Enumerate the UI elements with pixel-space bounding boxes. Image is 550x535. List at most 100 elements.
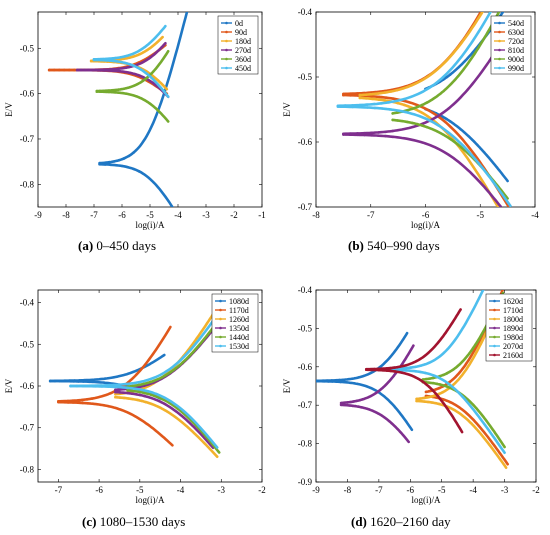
data-point — [414, 365, 417, 369]
data-point — [116, 91, 120, 94]
data-point — [391, 112, 394, 115]
data-point — [73, 68, 76, 72]
legend-marker — [498, 57, 501, 61]
caption-a: (a) 0–450 days — [78, 238, 157, 253]
data-point — [339, 380, 342, 384]
data-point — [377, 131, 380, 134]
data-point — [343, 380, 347, 384]
series-990d — [336, 12, 512, 207]
y-tick-label: -0.5 — [298, 323, 313, 333]
legend-box — [490, 15, 532, 75]
series-720d — [358, 12, 500, 207]
data-point — [127, 397, 130, 400]
data-point — [370, 131, 373, 135]
data-point — [57, 400, 60, 404]
data-point — [358, 96, 362, 100]
data-point — [356, 94, 359, 97]
x-tick-label: -6 — [118, 210, 126, 220]
data-point — [438, 386, 441, 390]
data-point — [391, 135, 394, 139]
x-tick-label: -4 — [174, 210, 182, 220]
data-point — [339, 403, 343, 407]
legend-marker — [493, 308, 496, 312]
data-point — [419, 364, 422, 368]
legend-label: 1170d — [229, 306, 249, 315]
data-point — [115, 163, 118, 167]
data-point — [76, 401, 80, 405]
data-point — [418, 397, 422, 400]
data-point — [370, 94, 374, 98]
legend-box — [217, 15, 259, 75]
legend-label: 540d — [508, 19, 524, 28]
data-point — [117, 158, 121, 162]
data-point — [61, 400, 65, 404]
x-tick-label: -5 — [136, 485, 144, 495]
legend-label: 2160d — [503, 351, 523, 360]
data-point — [391, 118, 394, 122]
data-point — [99, 69, 102, 72]
data-point — [428, 377, 432, 380]
data-point — [81, 380, 85, 383]
legend-marker — [225, 21, 228, 25]
data-point — [57, 68, 61, 72]
data-point — [130, 384, 133, 388]
chart-panel-2: -8 -7 -6 -5 -4 -0.7 -0.6 -0.5 -0.4 log(i)/A E/V 540… — [282, 7, 539, 230]
legend-marker — [225, 39, 228, 43]
data-point — [47, 68, 51, 72]
data-point — [132, 167, 135, 171]
data-point — [66, 401, 70, 404]
data-point — [131, 397, 135, 401]
data-point — [393, 366, 396, 369]
data-point — [380, 102, 383, 105]
data-point — [351, 105, 354, 109]
data-point — [358, 93, 362, 97]
data-point — [396, 101, 400, 105]
data-point — [371, 97, 374, 101]
data-point — [122, 391, 126, 394]
legend-marker — [225, 48, 228, 52]
data-point — [342, 378, 345, 382]
data-point — [58, 379, 61, 383]
legend-marker — [219, 299, 222, 303]
data-point — [364, 97, 368, 100]
series-1530d — [69, 319, 219, 449]
x-tick-label: -7 — [367, 210, 375, 220]
data-point — [135, 393, 138, 396]
legend-marker — [225, 66, 228, 70]
data-point — [445, 117, 448, 121]
data-point — [342, 403, 346, 407]
legend-marker — [498, 21, 501, 25]
data-point — [88, 384, 91, 388]
y-tick-label: -0.6 — [298, 137, 313, 147]
legend-marker — [498, 66, 501, 70]
x-tick-label: -3 — [202, 210, 210, 220]
data-point — [409, 369, 413, 373]
x-axis-label: log(i)/A — [136, 220, 165, 230]
data-point — [380, 107, 384, 110]
data-point — [112, 160, 116, 163]
data-point — [118, 391, 121, 394]
data-point — [422, 400, 426, 403]
data-point — [424, 377, 428, 381]
data-point — [122, 157, 126, 160]
legend-marker — [493, 317, 496, 321]
legend-marker — [498, 30, 501, 34]
x-tick-label: -7 — [55, 485, 63, 495]
data-point — [114, 388, 117, 392]
data-point — [87, 68, 91, 72]
data-point — [372, 102, 376, 106]
data-point — [342, 401, 346, 405]
x-tick-label: -7 — [375, 485, 383, 495]
data-point — [387, 101, 391, 104]
series-1440d — [126, 321, 221, 454]
data-point — [409, 366, 413, 369]
data-point — [108, 59, 112, 62]
data-point — [358, 103, 362, 107]
data-point — [415, 399, 418, 403]
data-point — [385, 369, 389, 372]
series-360d — [95, 49, 170, 123]
data-point — [75, 68, 79, 72]
data-point — [369, 368, 372, 372]
data-point — [63, 379, 66, 383]
